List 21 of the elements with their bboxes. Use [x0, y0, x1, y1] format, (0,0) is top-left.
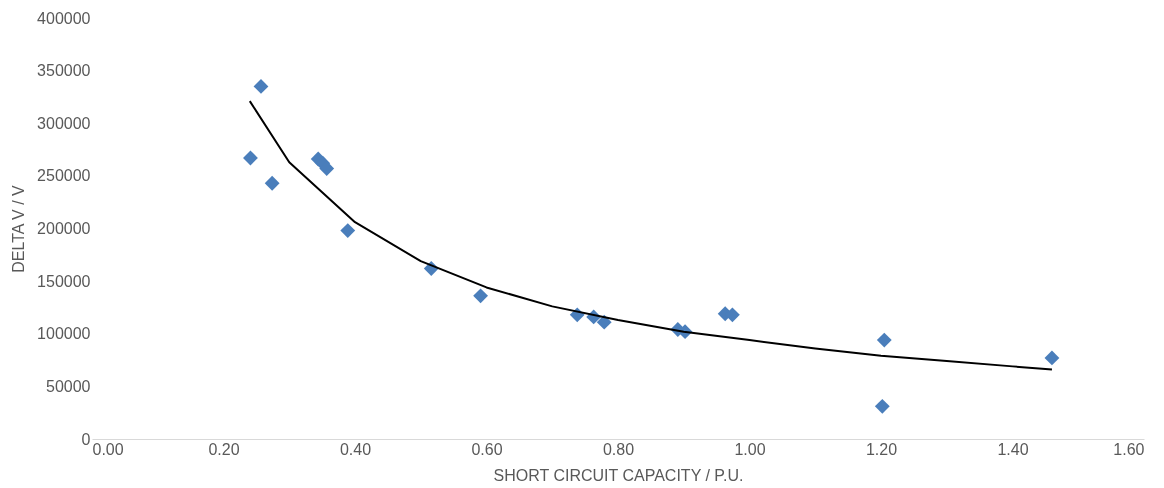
y-tick-label: 100000: [37, 325, 91, 343]
x-tick-label: 1.00: [734, 440, 766, 458]
x-tick-label: 0.80: [602, 440, 635, 458]
y-tick-label: 200000: [37, 220, 91, 237]
y-tick-label: 150000: [37, 272, 91, 290]
y-tick-label: 50000: [46, 377, 91, 395]
y-tick-label: 400000: [37, 9, 91, 27]
y-tick-label: 250000: [37, 167, 91, 185]
x-tick-label: 0.00: [92, 440, 124, 458]
x-tick-label: 0.60: [471, 440, 503, 458]
y-axis-title: DELTA V / V: [10, 184, 28, 273]
y-tick-label: 300000: [37, 114, 91, 132]
line-series: [248, 100, 1053, 371]
x-tick-label: 1.40: [997, 440, 1029, 458]
x-tick-label: 1.20: [865, 440, 898, 458]
y-tick-label: 350000: [37, 62, 91, 80]
x-tick-label: 0.20: [208, 440, 240, 458]
x-axis-title: SHORT CIRCUIT CAPACITY / P.U.: [493, 466, 744, 484]
y-tick-label: 0: [81, 430, 91, 448]
x-tick-label: 1.60: [1113, 440, 1145, 458]
x-tick-label: 0.40: [339, 440, 372, 458]
